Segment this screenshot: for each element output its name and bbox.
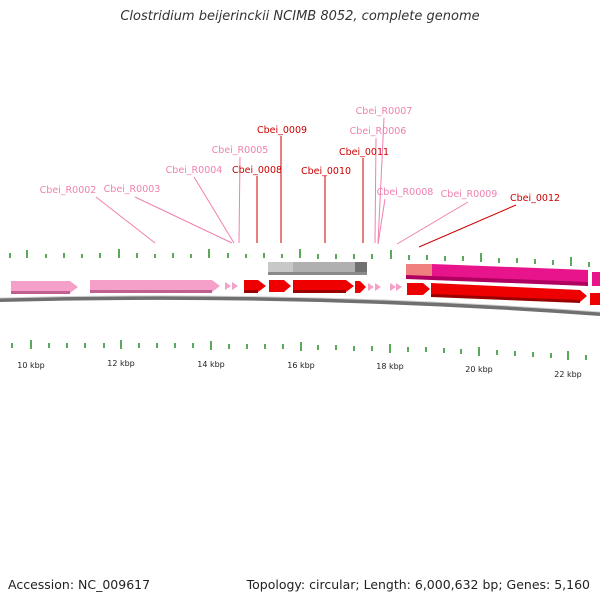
scale-ticks xyxy=(11,340,587,360)
gene-label: Cbei_0012 xyxy=(510,193,560,204)
gray-feature xyxy=(268,262,367,275)
scale-label: 20 kbp xyxy=(465,365,493,374)
accession-text: Accession: NC_009617 xyxy=(8,577,151,592)
gene-leaders xyxy=(95,117,517,248)
scale-label: 14 kbp xyxy=(197,360,225,369)
gene-label: Cbei_R0008 xyxy=(377,187,434,198)
gene-label: Cbei_R0002 xyxy=(40,185,97,196)
gene-label: Cbei_R0003 xyxy=(104,184,161,195)
scale-label: 18 kbp xyxy=(376,362,404,371)
magenta-feature xyxy=(406,264,600,286)
gene-label: Cbei_0009 xyxy=(257,125,307,136)
gene-label: Cbei_R0005 xyxy=(212,145,269,156)
feature-track xyxy=(11,280,600,305)
gene-label: Cbei_0011 xyxy=(339,147,389,158)
scale-label: 10 kbp xyxy=(17,361,45,370)
gene-label: Cbei_R0006 xyxy=(350,126,407,137)
gene-label: Cbei_R0007 xyxy=(356,106,413,117)
genome-backbone xyxy=(0,295,600,316)
scale-label: 22 kbp xyxy=(554,370,582,379)
scale-label: 12 kbp xyxy=(107,359,135,368)
gene-label: Cbei_0010 xyxy=(301,166,351,177)
scale-label: 16 kbp xyxy=(287,361,315,370)
gene-label: Cbei_R0009 xyxy=(441,189,498,200)
genome-stats-text: Topology: circular; Length: 6,000,632 bp… xyxy=(246,577,590,592)
gc-ticks xyxy=(9,249,590,267)
gene-label: Cbei_R0004 xyxy=(166,165,223,176)
gene-label: Cbei_0008 xyxy=(232,165,282,176)
map-title: Clostridium beijerinckii NCIMB 8052, com… xyxy=(120,9,480,24)
